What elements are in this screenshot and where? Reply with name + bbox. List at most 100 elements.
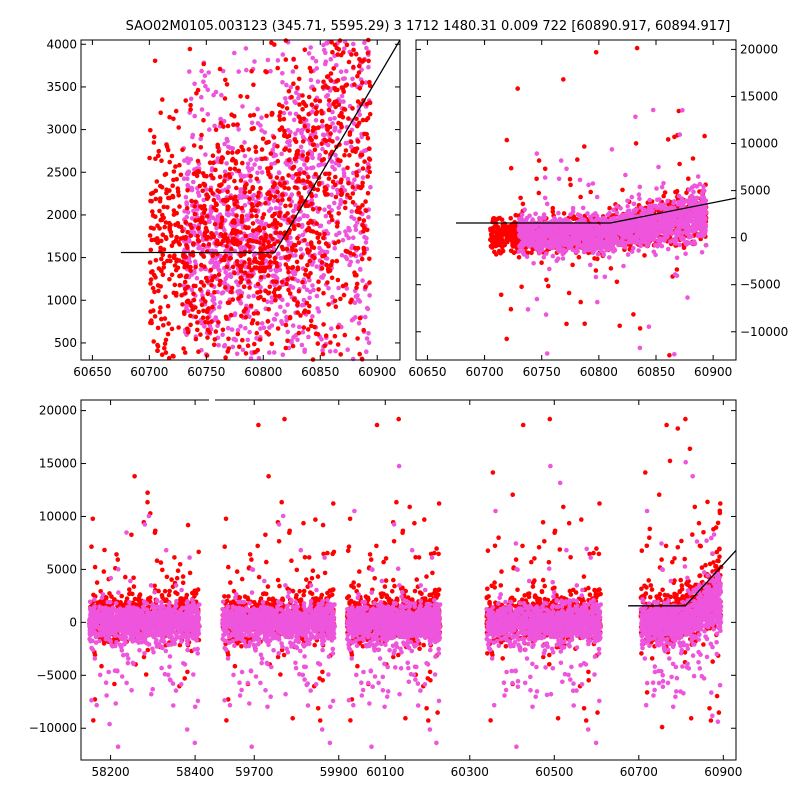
data-point	[352, 300, 358, 306]
data-point	[173, 108, 179, 114]
data-point	[238, 268, 244, 274]
data-point	[225, 123, 231, 129]
data-point	[204, 353, 210, 358]
data-point	[360, 175, 366, 180]
data-point	[319, 108, 324, 114]
data-point	[188, 313, 193, 319]
data-point	[148, 225, 154, 231]
data-point	[520, 201, 526, 207]
data-point	[192, 113, 197, 119]
data-point	[588, 189, 593, 195]
data-point	[637, 326, 643, 331]
data-point	[286, 133, 292, 139]
data-point	[251, 126, 256, 131]
data-point	[274, 175, 280, 180]
data-point	[280, 321, 285, 327]
data-point	[265, 57, 271, 63]
data-point	[267, 350, 272, 355]
data-point	[302, 347, 308, 353]
data-point	[329, 192, 334, 198]
data-point	[343, 148, 349, 153]
data-point	[200, 247, 205, 253]
data-point	[162, 316, 168, 321]
data-point	[344, 256, 350, 262]
data-point	[222, 141, 227, 147]
data-point	[259, 268, 265, 274]
data-point	[304, 166, 310, 171]
data-point	[161, 323, 166, 328]
data-point	[218, 116, 223, 122]
data-point	[177, 242, 182, 247]
data-point	[290, 214, 296, 219]
data-point	[195, 327, 200, 333]
panel-0-ytick-label: 4000	[46, 37, 77, 51]
data-point	[248, 173, 253, 179]
data-point	[334, 258, 340, 264]
data-point	[266, 172, 271, 177]
data-point	[282, 217, 287, 222]
data-point	[251, 293, 256, 299]
data-point	[171, 116, 176, 122]
data-point	[195, 237, 201, 243]
data-point	[149, 299, 155, 305]
panel-0-ytick-label: 1500	[46, 251, 77, 265]
data-point	[258, 294, 263, 300]
data-point	[199, 132, 204, 138]
data-point	[185, 188, 190, 193]
data-point	[580, 205, 586, 211]
data-point	[329, 275, 335, 281]
xtick-label: 60750	[187, 365, 225, 379]
data-point	[231, 122, 236, 127]
data-point	[302, 47, 308, 52]
data-point	[279, 151, 284, 157]
data-point	[342, 200, 348, 205]
data-point	[251, 311, 257, 316]
data-point	[489, 226, 495, 232]
data-point	[256, 225, 262, 230]
data-point	[342, 188, 348, 193]
data-point	[268, 165, 274, 171]
data-point	[296, 114, 302, 119]
data-point	[296, 222, 301, 228]
data-point	[221, 119, 227, 124]
data-point	[286, 173, 291, 178]
data-point	[617, 323, 622, 329]
data-point	[332, 246, 338, 251]
data-point	[294, 179, 300, 184]
data-point	[614, 279, 620, 285]
data-point	[152, 237, 157, 243]
data-point	[273, 230, 279, 236]
data-point	[188, 322, 193, 328]
data-point	[307, 135, 313, 141]
data-point	[702, 133, 707, 139]
data-point	[255, 106, 260, 112]
data-point	[518, 195, 523, 201]
data-point	[633, 114, 638, 120]
data-point	[227, 300, 232, 305]
series-magenta	[516, 107, 709, 357]
data-point	[323, 150, 329, 155]
data-point	[285, 338, 290, 344]
data-point	[225, 150, 231, 155]
data-point	[208, 260, 213, 265]
data-point	[308, 289, 313, 295]
data-point	[255, 194, 261, 199]
data-point	[271, 350, 277, 355]
data-point	[290, 69, 296, 74]
data-point	[275, 144, 280, 149]
data-point	[359, 152, 365, 158]
data-point	[699, 250, 705, 255]
data-point	[220, 290, 226, 295]
data-point	[253, 149, 259, 154]
data-point	[330, 179, 336, 185]
data-point	[330, 109, 335, 115]
data-point	[313, 135, 319, 140]
data-point	[156, 266, 162, 271]
data-point	[360, 166, 366, 171]
data-point	[259, 321, 265, 326]
panel-0-ytick-label: 2500	[46, 165, 77, 179]
data-point	[509, 233, 514, 238]
data-point	[194, 91, 199, 96]
data-point	[232, 113, 237, 119]
data-point	[634, 207, 639, 212]
